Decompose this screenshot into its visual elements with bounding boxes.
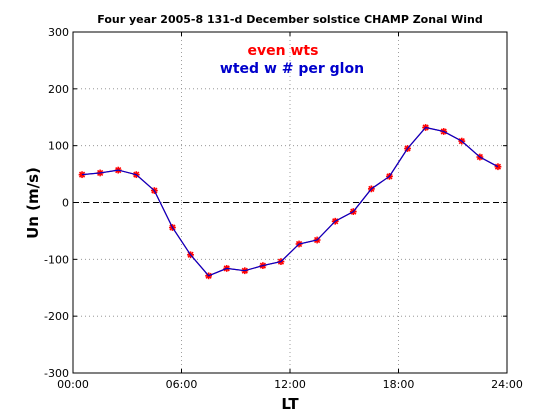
y-tick-label-4: 100	[48, 140, 69, 153]
grid	[73, 32, 507, 373]
x-tick-label-4: 24:00	[491, 378, 523, 391]
x-tick-labels: 00:00 06:00 12:00 18:00 24:00	[57, 378, 523, 391]
legend-entry-even-wts: even wts	[248, 43, 319, 59]
y-axis-label: Un (m/s)	[24, 167, 42, 239]
y-tick-label-5: 200	[48, 83, 69, 96]
axis-ticks	[72, 31, 508, 374]
y-tick-label-2: -100	[44, 253, 69, 266]
x-tick-label-1: 06:00	[166, 378, 198, 391]
x-tick-label-2: 12:00	[274, 378, 306, 391]
x-tick-label-3: 18:00	[383, 378, 415, 391]
series-group	[78, 124, 502, 280]
y-tick-label-1: -200	[44, 310, 69, 323]
y-tick-label-0: -300	[44, 367, 69, 380]
y-tick-labels: -300 -200 -100 0 100 200 300	[44, 26, 69, 380]
y-tick-label-6: 300	[48, 26, 69, 39]
series-0	[78, 124, 502, 280]
chart-title: Four year 2005-8 131-d December solstice…	[97, 13, 482, 26]
x-tick-label-0: 00:00	[57, 378, 89, 391]
legend-entry-wted-per-glon: wted w # per glon	[220, 61, 364, 77]
y-tick-label-3: 0	[62, 197, 69, 210]
series-line-1	[81, 126, 499, 277]
x-axis-label: LT	[281, 395, 299, 413]
series-1	[81, 126, 499, 277]
